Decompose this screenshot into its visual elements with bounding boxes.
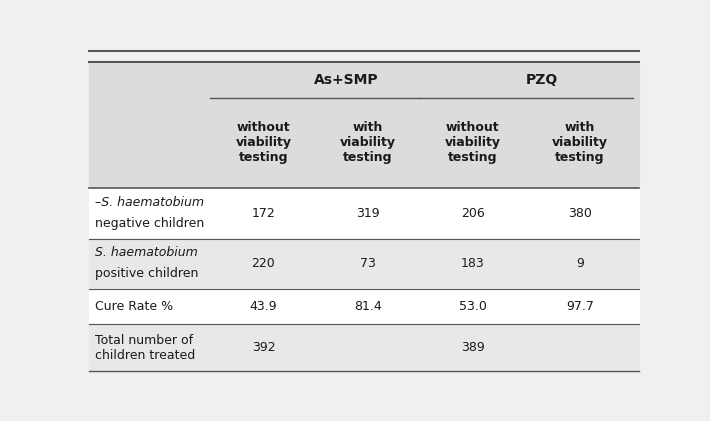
Text: 183: 183 <box>461 257 484 270</box>
Text: 81.4: 81.4 <box>354 300 382 313</box>
Text: 319: 319 <box>356 207 380 220</box>
Text: without
viability
testing: without viability testing <box>444 121 501 165</box>
Text: with
viability
testing: with viability testing <box>340 121 396 165</box>
Text: negative children: negative children <box>95 217 204 230</box>
Text: without
viability
testing: without viability testing <box>236 121 291 165</box>
Text: PZQ: PZQ <box>526 73 559 87</box>
Bar <box>89 98 639 188</box>
Bar <box>89 62 639 98</box>
Text: 53.0: 53.0 <box>459 300 486 313</box>
Text: 380: 380 <box>568 207 592 220</box>
Text: positive children: positive children <box>95 267 199 280</box>
Bar <box>89 289 639 325</box>
Bar <box>89 188 639 239</box>
Text: 172: 172 <box>251 207 275 220</box>
Text: 206: 206 <box>461 207 484 220</box>
Text: –S. haematobium: –S. haematobium <box>95 196 204 209</box>
Text: 97.7: 97.7 <box>566 300 594 313</box>
Bar <box>89 51 639 62</box>
Text: 220: 220 <box>251 257 275 270</box>
Text: 9: 9 <box>576 257 584 270</box>
Text: 43.9: 43.9 <box>250 300 278 313</box>
Text: with
viability
testing: with viability testing <box>552 121 608 165</box>
Bar <box>89 239 639 289</box>
Text: 389: 389 <box>461 341 484 354</box>
Text: 392: 392 <box>251 341 275 354</box>
Text: Cure Rate %: Cure Rate % <box>95 300 173 313</box>
Bar <box>89 325 639 371</box>
Text: S. haematobium: S. haematobium <box>95 246 198 259</box>
Text: As+SMP: As+SMP <box>315 73 379 87</box>
Text: Total number of
children treated: Total number of children treated <box>95 334 195 362</box>
Text: 73: 73 <box>360 257 376 270</box>
